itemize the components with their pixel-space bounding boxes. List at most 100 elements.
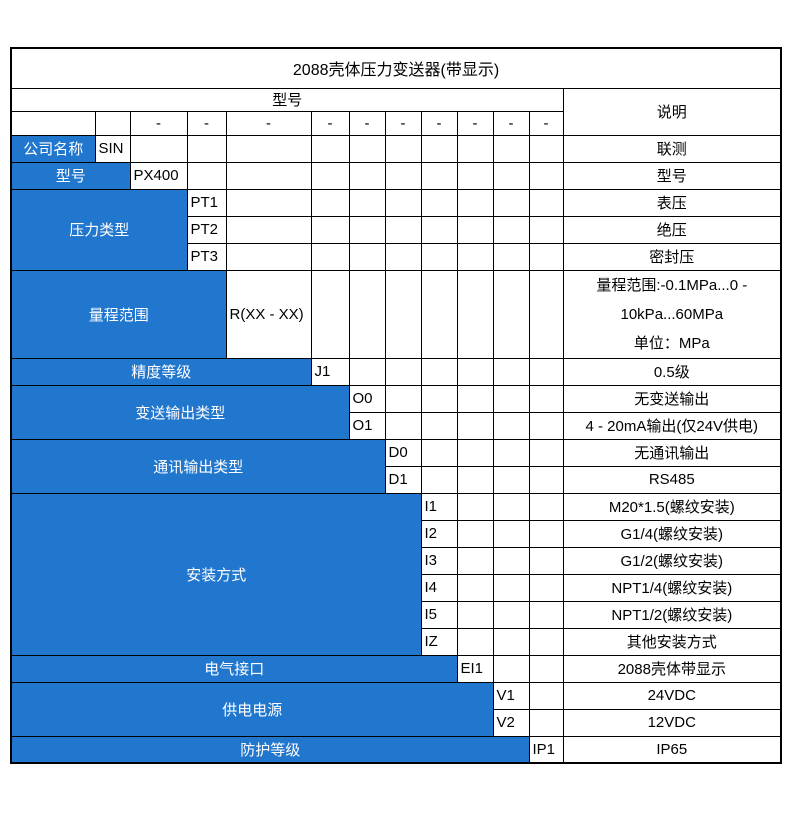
range-desc-line: 10kPa...60MPa xyxy=(620,305,724,323)
empty-cell xyxy=(492,438,530,467)
option-desc: NPT1/4(螺纹安装) xyxy=(562,573,782,602)
empty-cell xyxy=(492,384,530,413)
empty-cell xyxy=(528,242,564,271)
dash-cell: - xyxy=(129,110,188,136)
empty-cell xyxy=(456,269,494,359)
empty-cell xyxy=(384,269,422,359)
empty-cell xyxy=(420,242,458,271)
table-row: 型号 PX400 型号 xyxy=(10,161,782,190)
dash-cell: - xyxy=(348,110,386,136)
dash-cell: - xyxy=(310,110,350,136)
table-row: 量程范围 R(XX - XX) 量程范围:-0.1MPa...0 - 10kPa… xyxy=(10,269,782,359)
empty-cell xyxy=(186,134,227,163)
option-desc: 4 - 20mA输出(仅24V供电) xyxy=(562,411,782,440)
empty-cell xyxy=(456,134,494,163)
empty-cell xyxy=(384,384,422,413)
empty-cell xyxy=(420,215,458,244)
option-desc: 密封压 xyxy=(562,242,782,271)
empty-cell xyxy=(528,269,564,359)
empty-cell xyxy=(456,627,494,656)
option-desc: NPT1/2(螺纹安装) xyxy=(562,600,782,629)
empty-cell xyxy=(310,188,350,217)
empty-cell xyxy=(420,161,458,190)
empty-cell xyxy=(420,411,458,440)
empty-cell xyxy=(310,242,350,271)
empty-cell xyxy=(456,384,494,413)
empty-cell xyxy=(492,492,530,521)
header-row: 型号 说明 xyxy=(10,87,782,136)
option-code: PT3 xyxy=(186,242,227,271)
option-desc: G1/4(螺纹安装) xyxy=(562,519,782,548)
option-code: V1 xyxy=(492,681,530,710)
empty-cell xyxy=(528,357,564,386)
table-row: I2 G1/4(螺纹安装) xyxy=(11,519,782,548)
option-desc: G1/2(螺纹安装) xyxy=(562,546,782,575)
empty-cell xyxy=(420,384,458,413)
empty-cell xyxy=(456,438,494,467)
empty-cell xyxy=(528,438,564,467)
option-code: O0 xyxy=(348,384,386,413)
empty-cell xyxy=(384,357,422,386)
empty-cell xyxy=(492,600,530,629)
empty-cell xyxy=(456,215,494,244)
table-row: 通讯输出类型 D0 无通讯输出 xyxy=(10,438,782,494)
option-desc: 12VDC xyxy=(562,708,782,737)
empty-cell xyxy=(348,134,386,163)
empty-cell xyxy=(528,134,564,163)
table-row: PT2 绝压 xyxy=(11,215,782,244)
table-row: 供电电源 V1 24VDC xyxy=(10,681,782,737)
table-row: 电气接口 EI1 2088壳体带显示 xyxy=(10,654,782,683)
empty-cell xyxy=(420,134,458,163)
empty-cell xyxy=(225,161,312,190)
option-desc: 无变送输出 xyxy=(562,384,782,413)
empty-cell xyxy=(492,654,530,683)
table-row: 安装方式 I1 M20*1.5(螺纹安装) xyxy=(10,492,782,656)
title-row: 2088壳体压力变送器(带显示) xyxy=(10,47,782,89)
dash-cell: - xyxy=(420,110,458,136)
section-label-range: 量程范围 xyxy=(10,269,227,359)
empty-cell xyxy=(528,708,564,737)
empty-cell xyxy=(456,242,494,271)
empty-cell xyxy=(492,519,530,548)
option-code: PT2 xyxy=(186,215,227,244)
option-desc: 无通讯输出 xyxy=(562,438,782,467)
dash-cell: - xyxy=(456,110,494,136)
section-label-comm-output: 通讯输出类型 xyxy=(10,438,386,494)
empty-cell xyxy=(348,242,386,271)
empty-cell xyxy=(348,161,386,190)
option-desc: 其他安装方式 xyxy=(562,627,782,656)
empty-cell xyxy=(492,134,530,163)
empty-cell xyxy=(384,411,422,440)
option-code: I2 xyxy=(420,519,458,548)
empty-cell xyxy=(492,573,530,602)
section-label-company-name: 公司名称 xyxy=(10,134,96,163)
empty-cell xyxy=(225,188,312,217)
option-code: R(XX - XX) xyxy=(225,269,312,359)
section-label-pressure-type: 压力类型 xyxy=(10,188,188,271)
option-desc: 联测 xyxy=(562,134,782,163)
empty-cell xyxy=(456,546,494,575)
option-code: SIN xyxy=(94,134,131,163)
empty-cell xyxy=(492,215,530,244)
empty-cell xyxy=(492,546,530,575)
table-row: D1 RS485 xyxy=(11,465,782,494)
section-label-transmit-output: 变送输出类型 xyxy=(10,384,350,440)
empty-cell xyxy=(492,242,530,271)
table-row: IZ 其他安装方式 xyxy=(11,627,782,656)
empty-cell xyxy=(528,519,564,548)
empty-cell xyxy=(492,357,530,386)
option-code: V2 xyxy=(492,708,530,737)
empty-cell xyxy=(456,411,494,440)
dash-row: ---------- xyxy=(10,110,781,136)
table-row: 变送输出类型 O0 无变送输出 xyxy=(10,384,782,440)
dash-cell: - xyxy=(528,110,564,136)
empty-cell xyxy=(528,384,564,413)
empty-cell xyxy=(456,161,494,190)
section-label-model: 型号 xyxy=(10,161,131,190)
dash-cell: - xyxy=(384,110,422,136)
range-desc-line: 单位：MPa xyxy=(633,334,710,352)
option-desc: 型号 xyxy=(562,161,782,190)
empty-cell xyxy=(10,110,96,136)
empty-cell xyxy=(492,188,530,217)
empty-cell xyxy=(420,269,458,359)
